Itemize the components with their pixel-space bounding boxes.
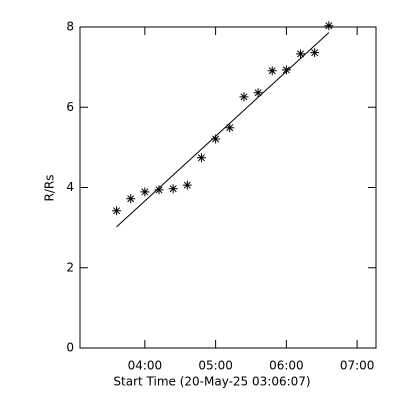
- point: [126, 194, 136, 204]
- point: [182, 180, 192, 190]
- y-tick-label: 2: [66, 260, 74, 274]
- y-tick-label: 8: [66, 20, 74, 34]
- plot-frame: [79, 26, 377, 349]
- x-tick-label: 07:00: [340, 359, 375, 373]
- x-tick-label: 04:00: [128, 359, 163, 373]
- y-tick-label: 4: [66, 180, 74, 194]
- point: [310, 48, 320, 58]
- point: [211, 134, 221, 144]
- y-tick-label: 6: [66, 100, 74, 114]
- point: [112, 206, 122, 216]
- point: [253, 88, 263, 98]
- x-axis-label: Start Time (20-May-25 03:06:07): [113, 375, 310, 389]
- point: [140, 187, 150, 197]
- point: [296, 49, 306, 59]
- point: [225, 123, 235, 133]
- point: [324, 21, 334, 31]
- x-tick-label: 06:00: [269, 359, 304, 373]
- point: [196, 153, 206, 163]
- point: [281, 65, 291, 75]
- point: [267, 66, 277, 76]
- y-axis-label: R/Rs: [43, 175, 57, 202]
- y-tick-label: 0: [66, 341, 74, 355]
- point: [168, 184, 178, 194]
- x-tick-label: 05:00: [198, 359, 233, 373]
- fit-line: [116, 32, 330, 228]
- point: [154, 185, 164, 195]
- point: [239, 92, 249, 102]
